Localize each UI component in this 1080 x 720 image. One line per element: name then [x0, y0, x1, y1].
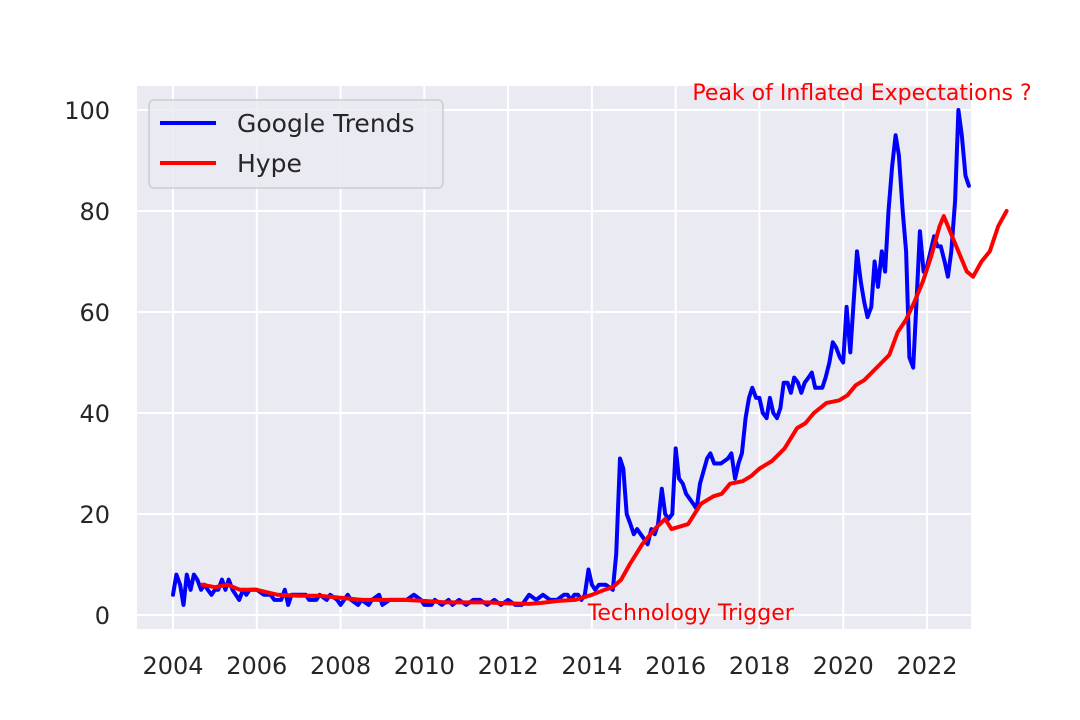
x-tick-label: 2022 [896, 652, 957, 680]
series-lines [171, 108, 1009, 607]
annotation-label: Peak of Inflated Expectations ? [692, 81, 1031, 106]
legend: Google Trends Hype [148, 99, 444, 189]
y-tick-label: 40 [79, 400, 110, 428]
y-axis-ticks: 0 20 40 60 80 100 [64, 97, 110, 630]
x-tick-label: 2006 [226, 652, 287, 680]
y-tick-label: 80 [79, 198, 110, 226]
google-trends-series-line [171, 108, 971, 607]
annotation-label: Technology Trigger [587, 601, 795, 626]
x-tick-label: 2014 [561, 652, 622, 680]
x-tick-label: 2010 [394, 652, 455, 680]
x-tick-label: 2012 [478, 652, 539, 680]
y-tick-label: 100 [64, 97, 110, 125]
x-axis-ticks: 2004 2006 2008 2010 2012 2014 2016 2018 2020 2022 [142, 652, 957, 680]
x-tick-label: 2018 [729, 652, 790, 680]
legend-box [148, 99, 444, 189]
x-tick-label: 2008 [310, 652, 371, 680]
y-tick-label: 0 [95, 602, 110, 630]
x-tick-label: 2004 [142, 652, 203, 680]
y-tick-label: 60 [79, 299, 110, 327]
x-tick-label: 2020 [813, 652, 874, 680]
hype-series-line [200, 209, 1009, 606]
y-tick-label: 20 [79, 501, 110, 529]
legend-label: Hype [237, 149, 302, 178]
x-tick-label: 2016 [645, 652, 706, 680]
legend-label: Google Trends [237, 109, 415, 138]
annotations: Technology Trigger Peak of Inflated Expec… [587, 81, 1032, 626]
